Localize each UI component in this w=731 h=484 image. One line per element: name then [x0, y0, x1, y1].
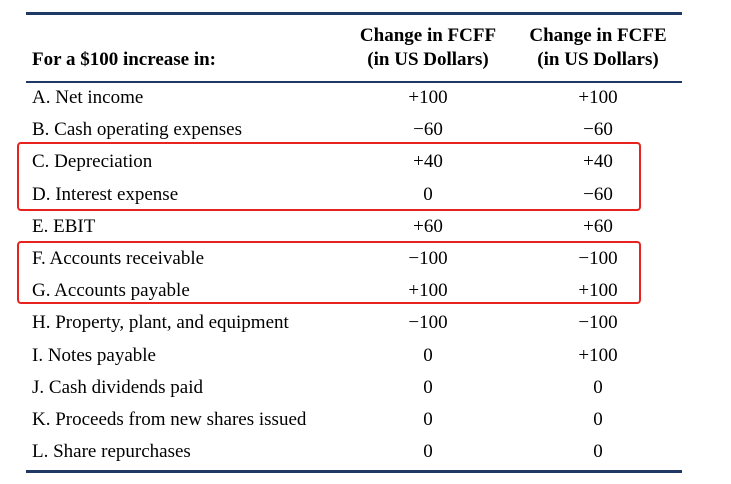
fcfe-value: −100	[578, 312, 618, 334]
row-label: I. Notes payable	[32, 344, 156, 366]
fcfe-value: 0	[593, 376, 603, 398]
highlight-box-receivable-payable	[17, 241, 641, 304]
fcff-value: +60	[413, 215, 443, 237]
fcfe-value: −100	[578, 247, 618, 269]
fcfe-value: +40	[583, 151, 613, 173]
fcff-value: +100	[408, 280, 448, 302]
row-label: C. Depreciation	[32, 151, 153, 173]
fcff-value: −100	[408, 312, 448, 334]
header-fcfe: Change in FCFE (in US Dollars)	[513, 24, 683, 72]
row-label: K. Proceeds from new shares issued	[32, 408, 307, 430]
table-bottom-rule	[26, 470, 682, 473]
fcff-value: +40	[413, 151, 443, 173]
fcff-value: +100	[408, 87, 448, 108]
fcff-value: 0	[423, 408, 433, 430]
table-row: K. Proceeds from new shares issued 0 0	[0, 404, 731, 436]
row-label: L. Share repurchases	[32, 441, 191, 463]
table-row: D. Interest expense 0 −60	[0, 179, 731, 211]
table-row: I. Notes payable 0 +100	[0, 340, 731, 372]
table-body: A. Net income +100 +100 B. Cash operatin…	[0, 82, 731, 468]
row-label: F. Accounts receivable	[32, 247, 205, 269]
header-fcff-line2: (in US Dollars)	[367, 49, 489, 70]
header-fcfe-line2: (in US Dollars)	[537, 49, 659, 70]
table-header-rule	[26, 81, 682, 83]
table-row: G. Accounts payable +100 +100	[0, 275, 731, 307]
table-row: A. Net income +100 +100	[0, 82, 731, 114]
fcfe-value: +100	[578, 280, 618, 302]
fcfe-value: 0	[593, 408, 603, 430]
header-fcfe-line1: Change in FCFE	[529, 25, 667, 46]
table-row: H. Property, plant, and equipment −100 −…	[0, 307, 731, 339]
table-row: B. Cash operating expenses −60 −60	[0, 114, 731, 146]
fcfe-value: −60	[583, 183, 613, 205]
row-label: J. Cash dividends paid	[32, 376, 203, 398]
fcff-value: 0	[423, 441, 433, 463]
row-label: G. Accounts payable	[32, 280, 190, 302]
table-row: F. Accounts receivable −100 −100	[0, 243, 731, 275]
fcff-value: 0	[423, 344, 433, 366]
table-top-rule	[26, 12, 682, 15]
fcff-value: 0	[423, 376, 433, 398]
fcff-value: −100	[408, 247, 448, 269]
header-row-label: For a $100 increase in:	[32, 49, 216, 70]
fcfe-value: +60	[583, 215, 613, 237]
header-fcff-line1: Change in FCFF	[359, 25, 497, 46]
fcfe-value: 0	[593, 441, 603, 463]
table-row: L. Share repurchases 0 0	[0, 436, 731, 468]
fcfe-value: −60	[583, 119, 613, 141]
fcff-value: 0	[423, 183, 433, 205]
table-row: J. Cash dividends paid 0 0	[0, 372, 731, 404]
table-row: E. EBIT +60 +60	[0, 211, 731, 243]
fcff-value: −60	[413, 119, 443, 141]
header-fcff: Change in FCFF (in US Dollars)	[343, 24, 513, 72]
table-row: C. Depreciation +40 +40	[0, 146, 731, 178]
fcfe-value: +100	[578, 344, 618, 366]
row-label: D. Interest expense	[32, 183, 179, 205]
row-label: H. Property, plant, and equipment	[32, 312, 289, 334]
row-label: B. Cash operating expenses	[32, 119, 243, 141]
row-label: E. EBIT	[32, 215, 96, 237]
fcfe-value: +100	[578, 87, 618, 108]
row-label: A. Net income	[32, 87, 144, 108]
highlight-box-depreciation-interest	[17, 142, 641, 211]
